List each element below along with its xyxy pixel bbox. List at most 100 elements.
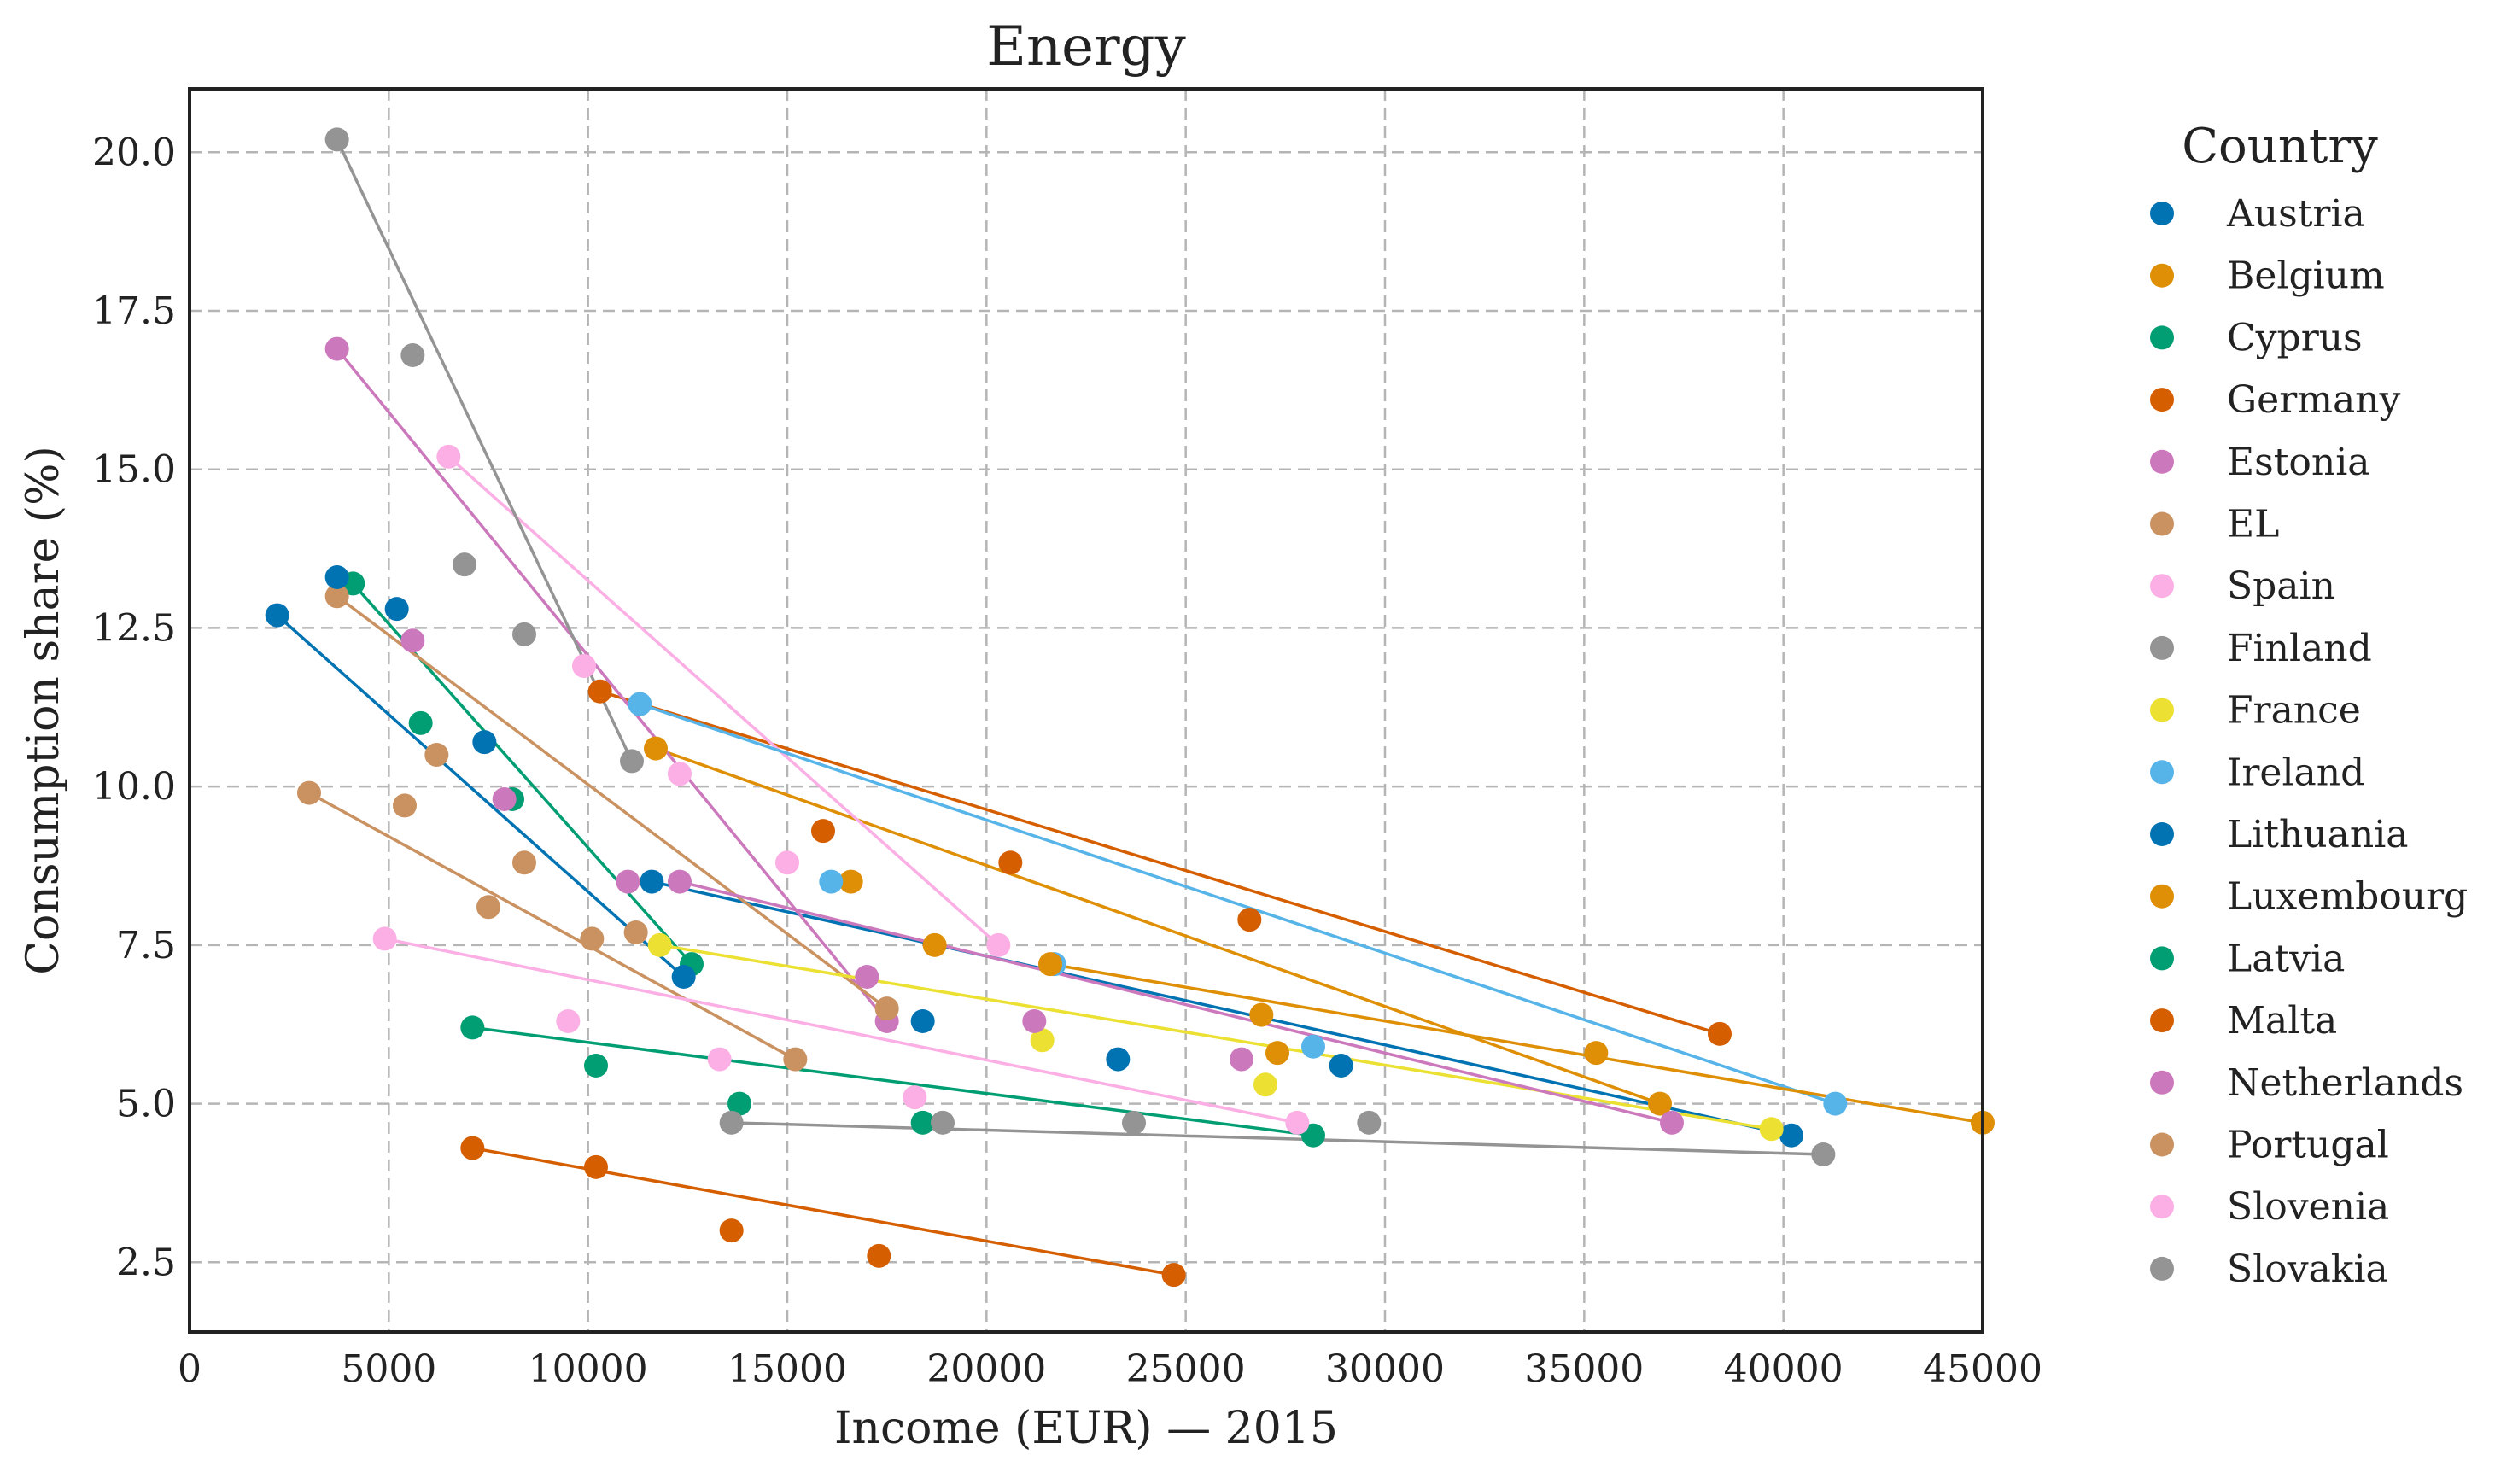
data-point-estonia xyxy=(616,869,640,894)
legend-marker-luxembourg xyxy=(2150,884,2174,909)
legend-label-ireland: Ireland xyxy=(2227,751,2364,794)
data-point-spain xyxy=(572,654,596,678)
legend-marker-cyprus xyxy=(2150,325,2174,350)
data-point-france xyxy=(1759,1117,1784,1142)
data-point-el xyxy=(874,996,899,1021)
y-tick-label: 12.5 xyxy=(92,606,176,650)
trend-line-slovenia xyxy=(384,937,1298,1125)
legend-label-cyprus: Cyprus xyxy=(2227,316,2363,359)
legend-label-portugal: Portugal xyxy=(2227,1124,2389,1167)
data-point-latvia xyxy=(727,1091,751,1116)
data-point-lithuania xyxy=(265,603,289,628)
legend-label-slovenia: Slovenia xyxy=(2227,1185,2389,1229)
data-point-netherlands xyxy=(1022,1009,1047,1033)
trend-line-slovakia xyxy=(731,1121,1824,1156)
x-tick-label: 45000 xyxy=(1923,1347,2042,1391)
data-point-austria xyxy=(640,869,664,894)
legend-marker-estonia xyxy=(2150,449,2174,474)
data-point-germany xyxy=(1237,908,1262,932)
y-tick-label: 20.0 xyxy=(92,131,176,174)
data-point-france xyxy=(1253,1072,1277,1097)
data-point-cyprus xyxy=(408,710,433,735)
data-point-spain xyxy=(668,762,692,786)
legend-items: Austria Belgium Cyprus Germany Estonia EL Spai… xyxy=(2150,192,2468,1291)
data-point-malta xyxy=(1161,1263,1186,1288)
data-point-el xyxy=(512,850,536,875)
data-point-belgium xyxy=(922,932,947,957)
legend-marker-spain xyxy=(2150,574,2174,599)
legend: Country Austria Belgium Cyprus Germany Eston… xyxy=(2150,119,2468,1291)
legend-marker-finland xyxy=(2150,635,2174,660)
data-point-ireland xyxy=(819,869,844,894)
x-tick-label: 0 xyxy=(178,1347,202,1391)
data-point-ireland xyxy=(628,692,652,716)
data-point-lithuania xyxy=(384,597,409,622)
data-point-slovenia xyxy=(372,926,397,951)
data-points xyxy=(265,127,1995,1288)
data-point-slovenia xyxy=(1285,1110,1310,1135)
y-axis-label: Consumption share (%) xyxy=(18,446,69,975)
trend-line-malta xyxy=(472,1146,1174,1277)
y-tick-label: 15.0 xyxy=(92,448,176,492)
data-point-belgium xyxy=(838,869,863,894)
data-point-belgium xyxy=(644,736,668,761)
data-point-latvia xyxy=(460,1015,485,1040)
legend-label-netherlands: Netherlands xyxy=(2227,1061,2463,1105)
data-point-el xyxy=(623,920,648,944)
y-tick-label: 7.5 xyxy=(116,924,176,967)
legend-marker-slovakia xyxy=(2150,1256,2174,1281)
legend-label-luxembourg: Luxembourg xyxy=(2227,875,2468,919)
legend-marker-slovenia xyxy=(2150,1195,2174,1219)
data-point-ireland xyxy=(1823,1091,1848,1116)
data-point-belgium xyxy=(1249,1002,1274,1027)
data-point-netherlands xyxy=(1230,1047,1253,1072)
trend-line-latvia xyxy=(472,1025,1314,1137)
legend-label-el: EL xyxy=(2227,503,2279,546)
grid-lines xyxy=(190,89,1983,1332)
legend-label-lithuania: Lithuania xyxy=(2227,813,2409,856)
data-point-belgium xyxy=(1648,1091,1672,1116)
data-point-austria xyxy=(1106,1047,1131,1072)
legend-marker-netherlands xyxy=(2150,1070,2174,1095)
trend-lines xyxy=(276,138,1984,1277)
data-point-germany xyxy=(998,850,1023,875)
legend-marker-ireland xyxy=(2150,760,2174,785)
data-point-finland xyxy=(400,343,425,367)
x-tick-label: 5000 xyxy=(341,1347,436,1391)
x-tick-label: 20000 xyxy=(926,1347,1046,1391)
data-point-germany xyxy=(811,819,835,844)
data-point-lithuania xyxy=(472,730,497,755)
data-point-estonia xyxy=(324,336,349,361)
data-point-luxembourg xyxy=(1584,1041,1609,1066)
x-tick-label: 25000 xyxy=(1126,1347,1246,1391)
y-tick-label: 5.0 xyxy=(116,1083,176,1126)
x-tick-label: 15000 xyxy=(727,1347,847,1391)
data-point-slovenia xyxy=(707,1047,732,1072)
y-axis-ticks: 2.5 5.0 7.5 10.0 12.5 15.0 17.5 20.0 xyxy=(92,131,176,1284)
x-tick-label: 10000 xyxy=(529,1347,648,1391)
trend-line-france xyxy=(659,944,1772,1131)
x-tick-label: 40000 xyxy=(1724,1347,1843,1391)
x-tick-label: 30000 xyxy=(1325,1347,1445,1391)
data-point-slovakia xyxy=(1811,1142,1836,1166)
data-point-slovakia xyxy=(931,1110,955,1135)
data-point-slovakia xyxy=(1357,1110,1382,1135)
trend-line-germany xyxy=(599,690,1721,1036)
data-point-austria xyxy=(1779,1123,1803,1148)
trend-line-portugal xyxy=(308,792,797,1061)
y-tick-label: 2.5 xyxy=(116,1241,176,1284)
trend-line-austria xyxy=(651,879,1792,1137)
data-point-estonia xyxy=(400,628,425,653)
trend-line-belgium xyxy=(655,746,1661,1106)
trend-line-estonia xyxy=(336,348,889,1023)
data-point-el xyxy=(393,793,417,818)
data-point-france xyxy=(647,932,672,957)
data-point-france xyxy=(1030,1028,1055,1053)
trend-line-spain xyxy=(447,455,1000,947)
data-point-finland xyxy=(512,622,536,646)
data-point-luxembourg xyxy=(1265,1041,1289,1066)
legend-title: Country xyxy=(2182,119,2378,174)
data-point-germany xyxy=(1708,1021,1732,1046)
legend-label-slovakia: Slovakia xyxy=(2227,1247,2388,1291)
